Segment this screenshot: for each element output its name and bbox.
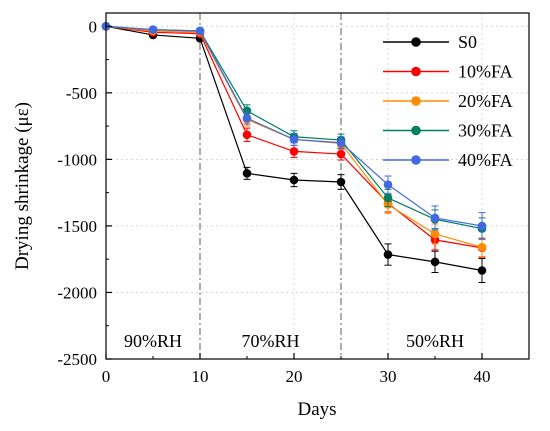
- y-tick-label: -2500: [57, 350, 97, 369]
- axis-ticks: 0 -500 -1000 -1500 -2000 -2500 0 10 20 30 40: [57, 17, 490, 386]
- legend-label: 30%FA: [458, 121, 513, 141]
- data-point: [383, 250, 393, 259]
- data-point: [477, 242, 487, 252]
- legend-label: 40%FA: [458, 150, 513, 170]
- y-tick-label: -2000: [57, 283, 97, 302]
- data-point: [289, 175, 299, 185]
- data-point: [195, 26, 205, 36]
- data-point: [242, 169, 252, 178]
- legend-marker: [411, 37, 421, 47]
- y-tick-label: 0: [89, 17, 98, 36]
- data-point: [430, 213, 440, 223]
- data-point: [336, 138, 346, 148]
- y-axis-title: Drying shrinkage (με): [12, 102, 33, 270]
- y-tick-label: -1000: [57, 150, 97, 169]
- legend-label: S0: [458, 32, 477, 52]
- legend-marker: [411, 155, 421, 165]
- grid-lines: [106, 13, 529, 359]
- legend-label: 10%FA: [458, 62, 513, 82]
- series-group: [101, 22, 487, 283]
- plot-frame: [105, 12, 530, 360]
- data-point: [289, 135, 299, 144]
- legend-label: 20%FA: [458, 91, 513, 111]
- x-tick-label: 40: [474, 367, 491, 386]
- rh-dividers: [199, 13, 342, 359]
- rh-region-label: 70%RH: [242, 331, 300, 351]
- x-tick-label: 10: [192, 367, 209, 386]
- data-point: [336, 149, 346, 159]
- data-point: [383, 180, 393, 189]
- x-axis-title: Days: [297, 399, 336, 420]
- data-point: [242, 130, 252, 140]
- y-tick-label: -1500: [57, 217, 97, 236]
- legend-marker: [411, 125, 421, 136]
- data-point: [336, 177, 346, 187]
- rh-region-label: 50%RH: [406, 331, 464, 351]
- data-point: [148, 25, 158, 34]
- legend-marker: [411, 96, 421, 106]
- y-tick-label: -500: [66, 84, 97, 103]
- x-tick-label: 30: [380, 367, 397, 386]
- data-point: [477, 221, 487, 231]
- x-tick-label: 0: [102, 367, 111, 386]
- x-tick-label: 20: [286, 367, 303, 386]
- data-point: [430, 257, 440, 267]
- rh-region-label: 90%RH: [124, 331, 182, 351]
- data-point: [477, 266, 487, 275]
- series-line: [105, 25, 483, 227]
- data-point: [383, 193, 393, 203]
- legend-marker: [411, 66, 421, 77]
- data-point: [242, 113, 252, 123]
- data-point: [430, 229, 440, 239]
- legend: S0 10%FA 20%FA 30%FA 40%FA: [383, 32, 513, 170]
- rh-region-labels: 90%RH 70%RH 50%RH: [124, 331, 464, 351]
- data-point: [289, 147, 299, 156]
